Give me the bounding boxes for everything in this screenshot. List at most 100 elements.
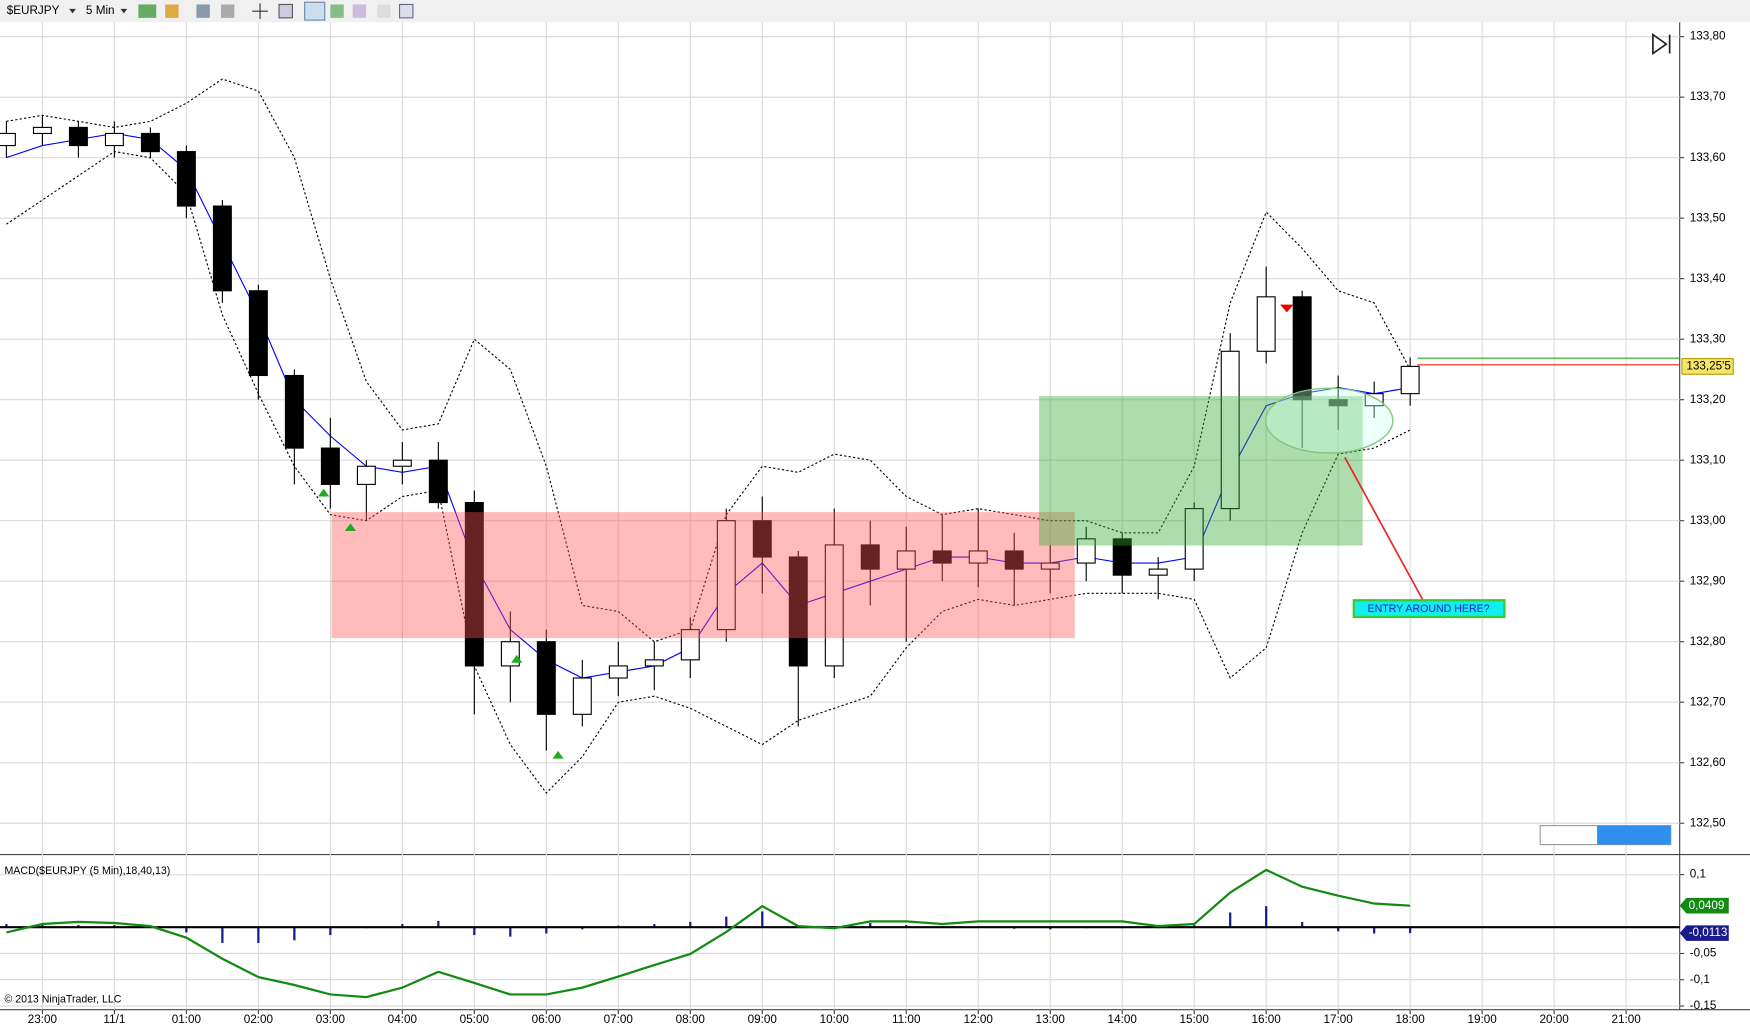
histogram-bar xyxy=(689,921,692,928)
last-price-box xyxy=(1681,358,1734,375)
y-tick-label: 132,50 xyxy=(1690,816,1726,829)
draw-button[interactable] xyxy=(165,4,179,18)
data-box-button[interactable] xyxy=(398,3,414,19)
candle-body xyxy=(1292,296,1312,401)
candle-body xyxy=(968,550,988,564)
candle-body xyxy=(464,501,484,667)
candle-body xyxy=(176,151,196,207)
histogram-bar xyxy=(257,927,260,943)
macd-value-label: 0,0409 xyxy=(1689,899,1725,912)
x-tick-label: 16:00 xyxy=(1252,1013,1282,1026)
properties-button[interactable] xyxy=(304,1,326,21)
annotation-box xyxy=(1352,599,1506,619)
candle-body xyxy=(104,132,124,147)
toolbar: $EURJPY 5 Min xyxy=(0,0,1750,23)
x-tick-label: 11/1 xyxy=(103,1013,125,1026)
drawings: ENTRY AROUND HERE? xyxy=(318,32,1680,846)
x-tick-label: 11:00 xyxy=(892,1013,921,1026)
x-tick-label: 23:00 xyxy=(28,1013,58,1026)
candle-body xyxy=(644,659,664,667)
histogram-bar xyxy=(509,927,512,937)
candle-body xyxy=(392,459,412,467)
x-tick-label: 17:00 xyxy=(1324,1013,1354,1026)
candle-body xyxy=(1220,350,1240,510)
x-tick-label: 10:00 xyxy=(820,1013,850,1026)
strategies-button[interactable] xyxy=(352,4,367,18)
candle-body xyxy=(860,544,880,570)
x-tick-label: 20:00 xyxy=(1539,1013,1569,1026)
y-tick-label: 133,20 xyxy=(1690,393,1726,406)
dropdown-icon[interactable] xyxy=(120,8,128,14)
x-tick-label: 14:00 xyxy=(1108,1013,1138,1026)
y-tick-label: -0,15 xyxy=(1690,999,1717,1012)
histogram-bar xyxy=(5,924,8,928)
histogram-bar xyxy=(293,927,296,941)
histogram-bar xyxy=(869,922,872,928)
tool-button[interactable] xyxy=(220,4,235,18)
interval[interactable]: 5 Min xyxy=(86,4,115,17)
candle-body xyxy=(1328,399,1348,407)
y-tick-label: 133,50 xyxy=(1690,211,1726,224)
x-tick-label: 04:00 xyxy=(388,1013,418,1026)
candle-body xyxy=(356,465,376,485)
histogram-bar xyxy=(761,911,764,928)
histogram-bar xyxy=(1301,921,1304,928)
y-tick-label: 132,60 xyxy=(1690,756,1726,769)
arrow-line xyxy=(1344,457,1424,601)
y-tick-label: 133,30 xyxy=(1690,332,1726,345)
candle-body xyxy=(608,665,628,679)
candle-body xyxy=(1256,296,1276,352)
candle-body xyxy=(932,550,952,564)
tool-button[interactable] xyxy=(196,4,210,18)
candle-body xyxy=(680,629,700,661)
x-tick-label: 09:00 xyxy=(748,1013,778,1026)
histogram-bar xyxy=(545,927,548,934)
histogram-value-box xyxy=(1679,925,1729,941)
last-price-label: 133,25'5 xyxy=(1686,360,1731,373)
histogram-value-label: -0,0113 xyxy=(1689,926,1728,939)
template-button[interactable] xyxy=(377,4,391,18)
scroll-widget[interactable] xyxy=(1539,825,1672,846)
y-tick-label: 133,70 xyxy=(1690,90,1726,103)
dropdown-icon[interactable] xyxy=(69,8,76,14)
copyright: © 2013 NinjaTrader, LLC xyxy=(4,993,121,1005)
histogram-bar xyxy=(473,927,476,936)
macd-value-box xyxy=(1679,897,1729,914)
moving-average xyxy=(6,132,1411,679)
candle-body xyxy=(32,126,52,135)
histogram-bar xyxy=(1373,927,1376,934)
y-tick-label: 133,40 xyxy=(1690,272,1726,285)
symbol[interactable]: $EURJPY xyxy=(7,4,60,17)
candle-body xyxy=(896,550,916,570)
x-tick-label: 21:00 xyxy=(1611,1013,1641,1026)
y-tick-label: 133,10 xyxy=(1690,453,1726,466)
candle-body xyxy=(1148,568,1168,576)
y-tick-label: 132,80 xyxy=(1690,635,1726,648)
candle-body xyxy=(68,126,88,147)
histogram-bar xyxy=(725,916,728,928)
scroll-thumb[interactable] xyxy=(1597,825,1671,845)
candle-body xyxy=(536,641,556,715)
x-tick-label: 01:00 xyxy=(172,1013,202,1026)
histogram-bar xyxy=(1409,927,1412,934)
candle-body xyxy=(824,544,844,667)
bars-button[interactable] xyxy=(138,4,157,18)
candle-body xyxy=(1400,365,1420,395)
candle-body xyxy=(572,677,592,715)
x-tick-label: 08:00 xyxy=(676,1013,706,1026)
candle-body xyxy=(788,556,808,667)
y-tick-label: -0,1 xyxy=(1690,973,1710,986)
scroll-end-button[interactable] xyxy=(1652,32,1671,56)
candle-body xyxy=(1076,538,1096,564)
candle-body xyxy=(1364,393,1384,407)
y-tick-label: 133,60 xyxy=(1690,151,1726,164)
crosshair-button[interactable] xyxy=(252,3,268,19)
candle-body xyxy=(140,132,160,153)
indicators-button[interactable] xyxy=(330,4,344,18)
zoom-button[interactable] xyxy=(278,3,293,19)
histogram-bar xyxy=(185,927,188,933)
plots: 23:00 11/1 01:00 02:00 03:00 04:00 05:00 06:00 0… xyxy=(0,22,1750,1026)
y-tick-label: 0,1 xyxy=(1690,868,1706,881)
